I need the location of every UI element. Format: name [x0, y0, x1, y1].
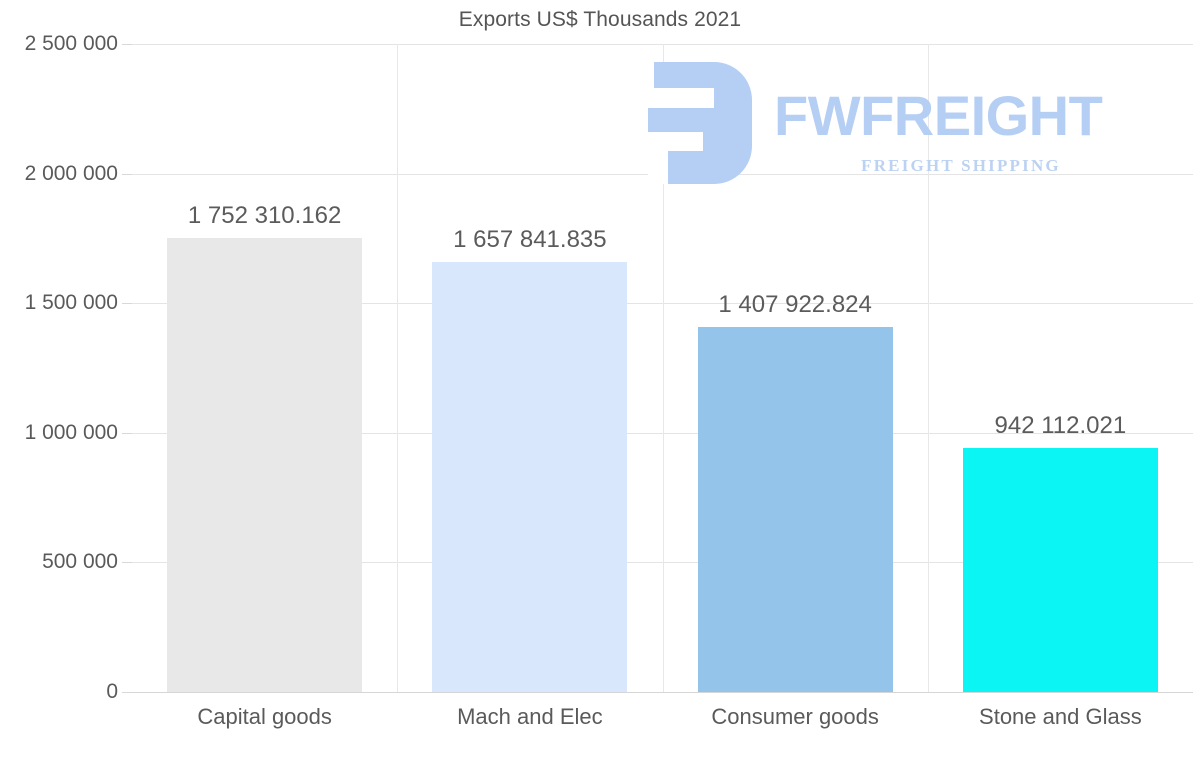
chart-title: Exports US$ Thousands 2021 [458, 8, 742, 31]
y-axis-tick-label: 1 500 000 [24, 291, 118, 315]
gridline-horizontal [132, 692, 1193, 693]
gridline-vertical [663, 44, 664, 692]
y-axis-tick-label: 2 000 000 [24, 161, 118, 185]
bar-value-label: 942 112.021 [994, 411, 1127, 439]
y-axis-tick-label: 1 000 000 [24, 420, 118, 444]
bar[interactable] [697, 327, 893, 692]
y-axis-tick-label: 500 000 [42, 550, 118, 574]
gridline-horizontal [132, 303, 1193, 305]
y-axis-tick-mark [122, 303, 132, 305]
y-axis-tick-label: 2 500 000 [24, 32, 118, 55]
x-axis-category-label: Consumer goods [711, 704, 879, 729]
gridline-horizontal [132, 432, 1193, 434]
y-axis-tick-mark [122, 173, 132, 175]
y-axis-tick-mark [122, 692, 132, 693]
bar[interactable] [432, 262, 628, 692]
y-axis-tick-mark [122, 44, 132, 45]
bar-value-label: 1 752 310.162 [187, 201, 342, 229]
bar-value-label: 1 657 841.835 [453, 226, 607, 254]
y-axis-tick-mark [122, 432, 132, 434]
bar-value-label: 1 407 922.824 [718, 291, 872, 319]
bar[interactable] [167, 237, 363, 692]
y-axis-tick-mark [122, 562, 132, 564]
x-axis-category-label: Mach and Elec [457, 704, 603, 729]
y-axis-tick-label: 0 [106, 680, 118, 703]
gridline-horizontal [132, 562, 1193, 564]
bar[interactable] [962, 447, 1158, 692]
gridline-vertical [928, 44, 929, 692]
gridline-vertical [397, 44, 398, 692]
x-axis-category-label: Stone and Glass [979, 704, 1142, 729]
x-axis-category-label: Capital goods [197, 704, 332, 729]
gridline-horizontal [132, 44, 1193, 45]
